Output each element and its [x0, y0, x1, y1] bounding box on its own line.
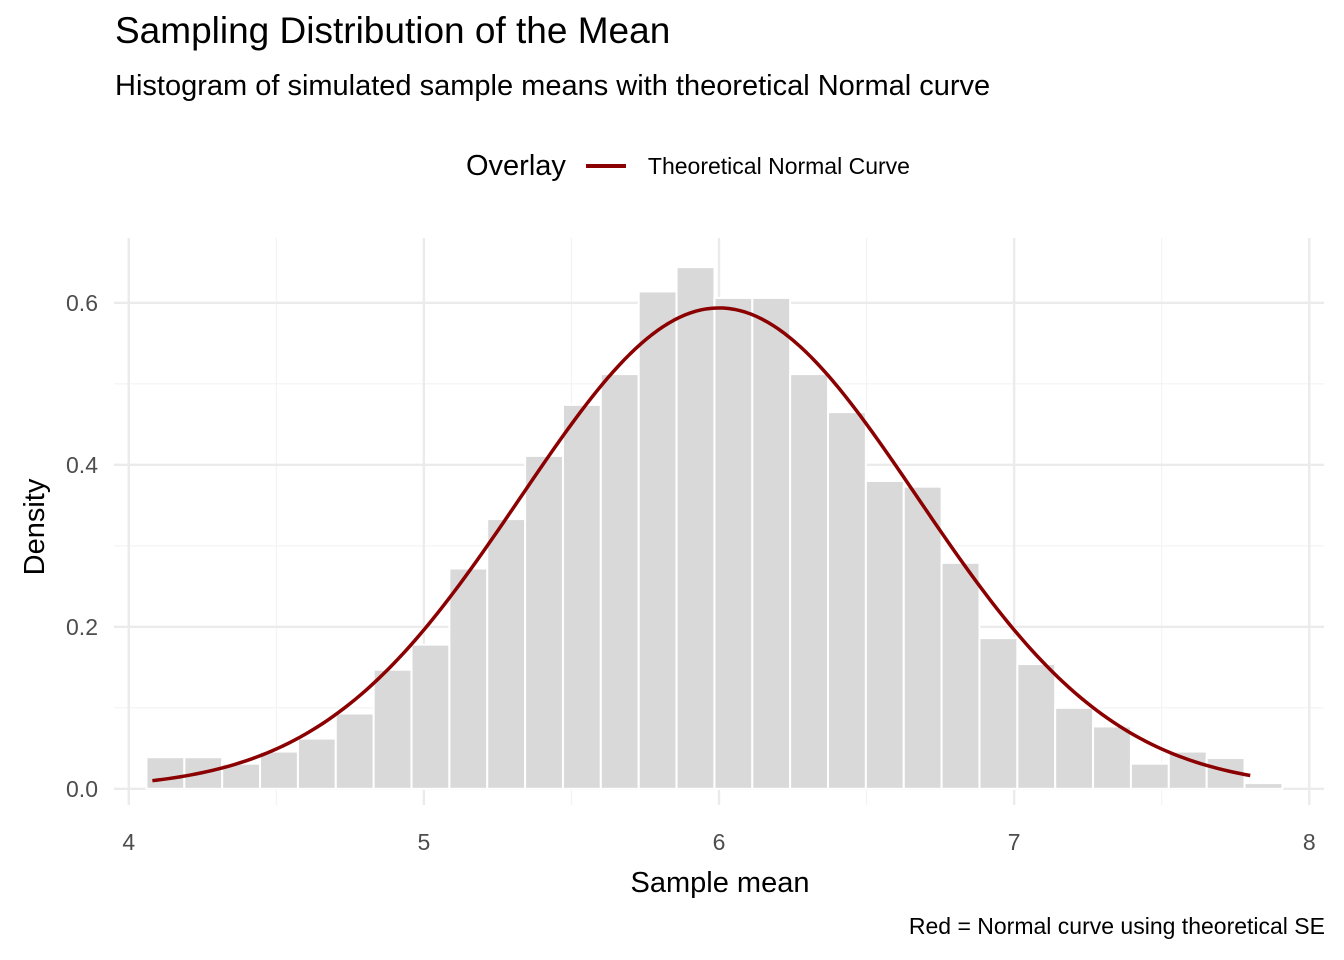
histogram-bar [637, 290, 678, 790]
chart-subtitle: Histogram of simulated sample means with… [115, 70, 991, 102]
histogram-bar [410, 643, 451, 790]
histogram-bars [145, 266, 1284, 790]
legend-label: Theoretical Normal Curve [647, 152, 910, 179]
histogram-bar [1016, 663, 1057, 790]
y-axis-ticks: 0.0 0.2 0.4 0.6 [66, 290, 98, 802]
histogram-bar [1167, 750, 1208, 790]
histogram-bar [296, 737, 337, 790]
histogram-bar [448, 567, 489, 790]
histogram-bar [334, 712, 375, 790]
x-tick-label: 6 [713, 829, 726, 855]
y-tick-label: 0.4 [66, 452, 98, 478]
histogram-bar [145, 756, 186, 790]
legend-title: Overlay [466, 149, 566, 182]
histogram-bar [1129, 762, 1170, 790]
histogram-bar [1243, 782, 1284, 790]
histogram-bar [1092, 725, 1132, 790]
histogram-bar [561, 403, 602, 790]
chart-caption: Red = Normal curve using theoretical SE [908, 913, 1325, 939]
y-tick-label: 0.0 [66, 776, 98, 802]
histogram-bar [524, 454, 564, 790]
legend: Overlay Theoretical Normal Curve [466, 148, 910, 184]
histogram-bar [713, 296, 754, 790]
y-tick-label: 0.6 [66, 290, 98, 316]
y-axis-title: Density [19, 478, 51, 575]
histogram-bar [372, 668, 413, 790]
histogram-bar [902, 485, 943, 790]
histogram-bar [751, 296, 792, 790]
histogram-bar [1054, 706, 1095, 790]
x-axis-ticks: 4 5 6 7 8 [122, 829, 1315, 855]
histogram-bar [940, 561, 981, 790]
x-tick-label: 7 [1008, 829, 1021, 855]
x-tick-label: 5 [417, 829, 430, 855]
histogram-bar [978, 637, 1019, 790]
histogram-bar [827, 411, 867, 790]
histogram-bar [183, 756, 224, 790]
histogram-bar [864, 480, 905, 790]
x-tick-label: 4 [122, 829, 135, 855]
x-axis-title: Sample mean [631, 867, 810, 899]
histogram-bar [789, 373, 830, 790]
histogram-bar [675, 266, 716, 790]
histogram-bar [599, 373, 640, 790]
histogram-bar [486, 518, 527, 790]
x-tick-label: 8 [1303, 829, 1316, 855]
y-tick-label: 0.2 [66, 614, 98, 640]
legend-line-key [585, 164, 626, 168]
histogram-bar [259, 750, 299, 790]
normal-curve-line [152, 306, 1251, 783]
chart-title: Sampling Distribution of the Mean [115, 10, 671, 51]
